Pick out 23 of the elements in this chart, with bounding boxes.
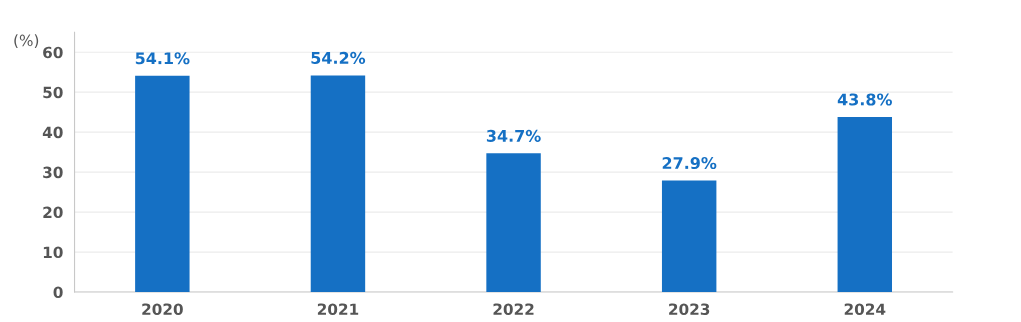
x-tick-label: 2020 xyxy=(142,303,183,315)
data-label: 54.2% xyxy=(311,51,366,64)
y-tick-label: 0 xyxy=(53,286,63,299)
y-tick-label: 50 xyxy=(43,86,63,99)
y-tick-label: 60 xyxy=(43,46,63,59)
x-tick-label: 2023 xyxy=(669,303,710,315)
bar xyxy=(486,153,541,293)
data-label: 27.9% xyxy=(662,157,717,170)
x-tick-label: 2024 xyxy=(844,303,886,315)
y-tick-label: 30 xyxy=(43,166,63,179)
x-tick-label: 2021 xyxy=(317,303,359,315)
y-tick-label: 40 xyxy=(42,126,63,139)
x-tick-label: 2022 xyxy=(493,303,534,315)
bar xyxy=(135,75,190,293)
bar xyxy=(837,116,893,293)
y-tick-label: 10 xyxy=(43,246,63,259)
y-tick-label: 20 xyxy=(43,206,63,219)
y-axis-title: (%) xyxy=(14,34,39,48)
data-label: 54.1% xyxy=(135,52,190,65)
bar xyxy=(661,180,717,293)
data-label: 34.7% xyxy=(486,129,541,142)
data-label: 43.8% xyxy=(837,93,892,106)
bar xyxy=(310,75,366,293)
